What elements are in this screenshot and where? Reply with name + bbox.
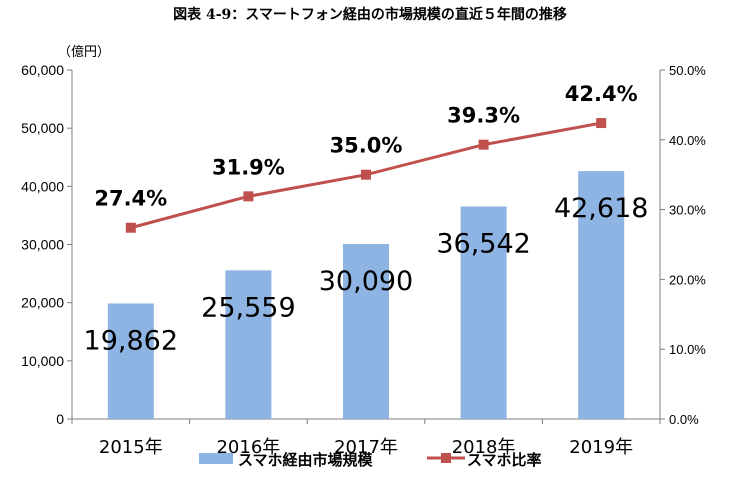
bar xyxy=(107,303,154,419)
y-axis-left-ticks: 0 10,000 20,000 30,000 40,000 50,000 60,000 xyxy=(21,62,72,427)
line-value-label: 42.4% xyxy=(565,82,638,106)
bar-series xyxy=(107,171,625,419)
y-axis-left-label: （億円） xyxy=(58,44,110,60)
bar-value-label: 25,559 xyxy=(201,292,295,323)
line-value-label: 31.9% xyxy=(212,155,285,179)
bar-value-label: 19,862 xyxy=(84,325,178,356)
bar xyxy=(343,243,389,419)
x-axis-category-labels: 2015年 2016年 2017年 2018年 2019年 xyxy=(99,437,633,458)
line-value-label: 39.3% xyxy=(447,104,520,128)
y-axis-right-tick-label: 0.0% xyxy=(669,412,699,427)
bar-value-label: 36,542 xyxy=(436,228,530,259)
bar-value-labels: 19,862 25,559 30,090 36,542 42,618 xyxy=(84,193,649,356)
bar xyxy=(578,171,625,419)
y-axis-right-tick-label: 20.0% xyxy=(669,272,706,287)
legend-bar-label: スマホ経由市場規模 xyxy=(238,451,374,469)
line-point-marker xyxy=(478,139,489,150)
y-axis-left-tick-label: 30,000 xyxy=(21,237,64,253)
line-point-marker xyxy=(243,191,254,202)
line-point-marker xyxy=(596,118,607,129)
legend-line-label: スマホ比率 xyxy=(467,451,542,469)
y-axis-right-tick-label: 40.0% xyxy=(669,133,706,148)
legend: スマホ経由市場規模 スマホ比率 xyxy=(199,451,542,469)
y-axis-left-tick-label: 50,000 xyxy=(21,120,64,136)
y-axis-left-tick-label: 60,000 xyxy=(21,62,64,78)
y-axis-right-tick-label: 30.0% xyxy=(669,203,706,218)
y-axis-left-tick-label: 0 xyxy=(56,411,64,427)
x-axis-category-label: 2017年 xyxy=(334,437,398,458)
line-point-marker xyxy=(125,222,136,233)
y-axis-right-tick-label: 50.0% xyxy=(669,63,706,78)
x-axis-category-label: 2015年 xyxy=(99,437,163,458)
y-axis-left-tick-label: 20,000 xyxy=(21,295,64,311)
legend-bar-swatch xyxy=(199,453,233,464)
x-axis-category-label: 2018年 xyxy=(452,437,516,458)
chart-title: 図表 4-9：スマートフォン経由の市場規模の直近５年間の推移 xyxy=(173,6,567,23)
y-axis-left-tick-label: 40,000 xyxy=(21,178,64,194)
x-axis-category-label: 2016年 xyxy=(216,437,280,458)
bar xyxy=(225,270,272,419)
x-axis-category-label: 2019年 xyxy=(569,437,633,458)
bar-value-label: 30,090 xyxy=(319,266,413,297)
line-series xyxy=(125,118,607,233)
bar xyxy=(460,206,507,419)
line-value-labels: 27.4% 31.9% 35.0% 39.3% 42.4% xyxy=(94,82,637,211)
y-axis-left-tick-label: 10,000 xyxy=(21,353,64,369)
y-axis-right-ticks: 0.0% 10.0% 20.0% 30.0% 40.0% 50.0% xyxy=(660,63,706,427)
line-point-marker xyxy=(361,169,371,180)
y-axis-right-tick-label: 10.0% xyxy=(669,342,706,357)
legend-line-marker xyxy=(441,453,451,463)
line-value-label: 27.4% xyxy=(94,187,167,211)
bar-value-label: 42,618 xyxy=(554,193,648,224)
line-value-label: 35.0% xyxy=(330,134,403,158)
